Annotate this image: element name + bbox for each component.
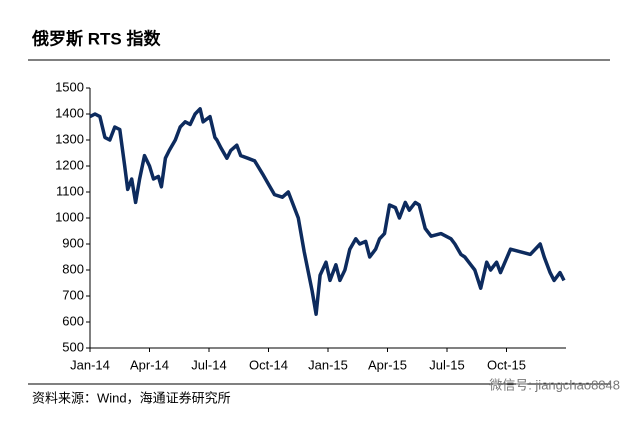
x-tick-label: Jul-14 [191,357,226,372]
source: 资料来源：Wind，海通证券研究所 [32,390,231,405]
y-tick-label: 1000 [55,209,84,224]
x-tick-label: Oct-15 [487,357,526,372]
x-tick-label: Apr-15 [368,357,407,372]
line [89,107,566,316]
x-tick-label: Oct-14 [249,357,288,372]
y-tick-label: 1500 [55,79,84,94]
y-tick-label: 900 [62,235,84,250]
watermark: 微信号: jiangchao8848 [489,377,620,392]
x-tick-label: Apr-14 [130,357,169,372]
y-tick-label: 600 [62,313,84,328]
y-tick-label: 1200 [55,157,84,172]
x-tick-label: Jan-14 [70,357,110,372]
y-tick-label: 1300 [55,131,84,146]
y-tick-label: 1400 [55,105,84,120]
chart-title: 俄罗斯 RTS 指数 [31,28,161,48]
y-tick-label: 1100 [56,183,84,198]
x-tick-label: Jul-15 [429,357,464,372]
x-tick-label: Jan-15 [308,357,348,372]
y-tick-label: 800 [62,261,84,276]
y-tick-label: 500 [62,339,84,354]
y-tick-label: 700 [62,287,84,302]
